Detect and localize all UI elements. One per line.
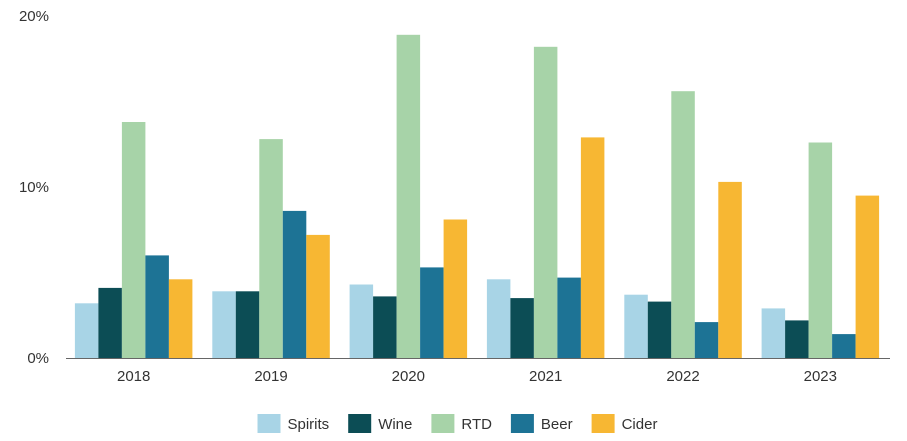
bar-spirits-2023 [761, 308, 786, 358]
bar-beer-2022 [694, 322, 719, 358]
bar-wine-2022 [647, 301, 672, 358]
x-tick-label: 2023 [804, 368, 837, 385]
bar-beer-2023 [832, 334, 856, 358]
bar-rtd-2019 [259, 139, 283, 358]
legend-swatch [591, 414, 615, 433]
bar-wine-2023 [785, 320, 809, 358]
legend-item-rtd: RTD [431, 414, 492, 433]
bar-rtd-2021 [533, 46, 558, 359]
y-tick-label: 20% [19, 8, 49, 25]
bar-rtd-2023 [808, 142, 833, 358]
legend-swatch [257, 414, 281, 433]
bar-wine-2019 [235, 291, 260, 358]
bar-cider-2021 [580, 137, 605, 358]
bar-beer-2019 [282, 210, 307, 358]
bar-spirits-2022 [624, 294, 648, 358]
legend-label: Wine [378, 416, 412, 433]
legend-label: Beer [541, 416, 573, 433]
legend-label: Spirits [288, 416, 330, 433]
bar-spirits-2019 [212, 291, 236, 358]
y-axis-ticks: 0% 10% 20% [19, 8, 49, 367]
legend-swatch [431, 414, 455, 433]
bar-cider-2023 [855, 195, 880, 358]
x-tick-label: 2021 [529, 368, 562, 385]
bar-cider-2022 [718, 181, 742, 358]
legend-item-cider: Cider [591, 414, 658, 433]
bar-wine-2020 [373, 296, 397, 358]
x-tick-label: 2019 [254, 368, 287, 385]
legend-label: RTD [461, 416, 492, 433]
bar-spirits-2021 [486, 279, 511, 358]
bars-group [74, 34, 880, 359]
legend-item-spirits: Spirits [257, 414, 330, 433]
bar-cider-2019 [306, 234, 330, 358]
bar-wine-2021 [510, 298, 534, 358]
x-axis-ticks: 2018 2019 2020 2021 2022 2023 [117, 368, 837, 385]
bar-cider-2018 [168, 279, 193, 358]
legend: Spirits Wine RTD Beer Cider [257, 414, 658, 433]
legend-label: Cider [622, 416, 658, 433]
bar-spirits-2018 [74, 303, 99, 358]
legend-item-beer: Beer [510, 414, 573, 433]
bar-wine-2018 [98, 287, 122, 358]
bar-beer-2018 [145, 255, 169, 358]
x-tick-label: 2018 [117, 368, 150, 385]
bar-cider-2020 [443, 219, 468, 358]
legend-swatch [510, 414, 534, 433]
legend-item-wine: Wine [348, 414, 412, 433]
bar-rtd-2022 [671, 91, 695, 358]
bar-beer-2020 [420, 267, 444, 358]
bar-beer-2021 [557, 277, 581, 358]
x-tick-label: 2022 [666, 368, 699, 385]
bar-rtd-2018 [121, 122, 146, 358]
bar-spirits-2020 [349, 284, 374, 358]
y-tick-label: 10% [19, 179, 49, 196]
legend-swatch [348, 414, 372, 433]
x-tick-label: 2020 [392, 368, 425, 385]
bar-rtd-2020 [396, 34, 421, 359]
y-tick-label: 0% [27, 350, 49, 367]
